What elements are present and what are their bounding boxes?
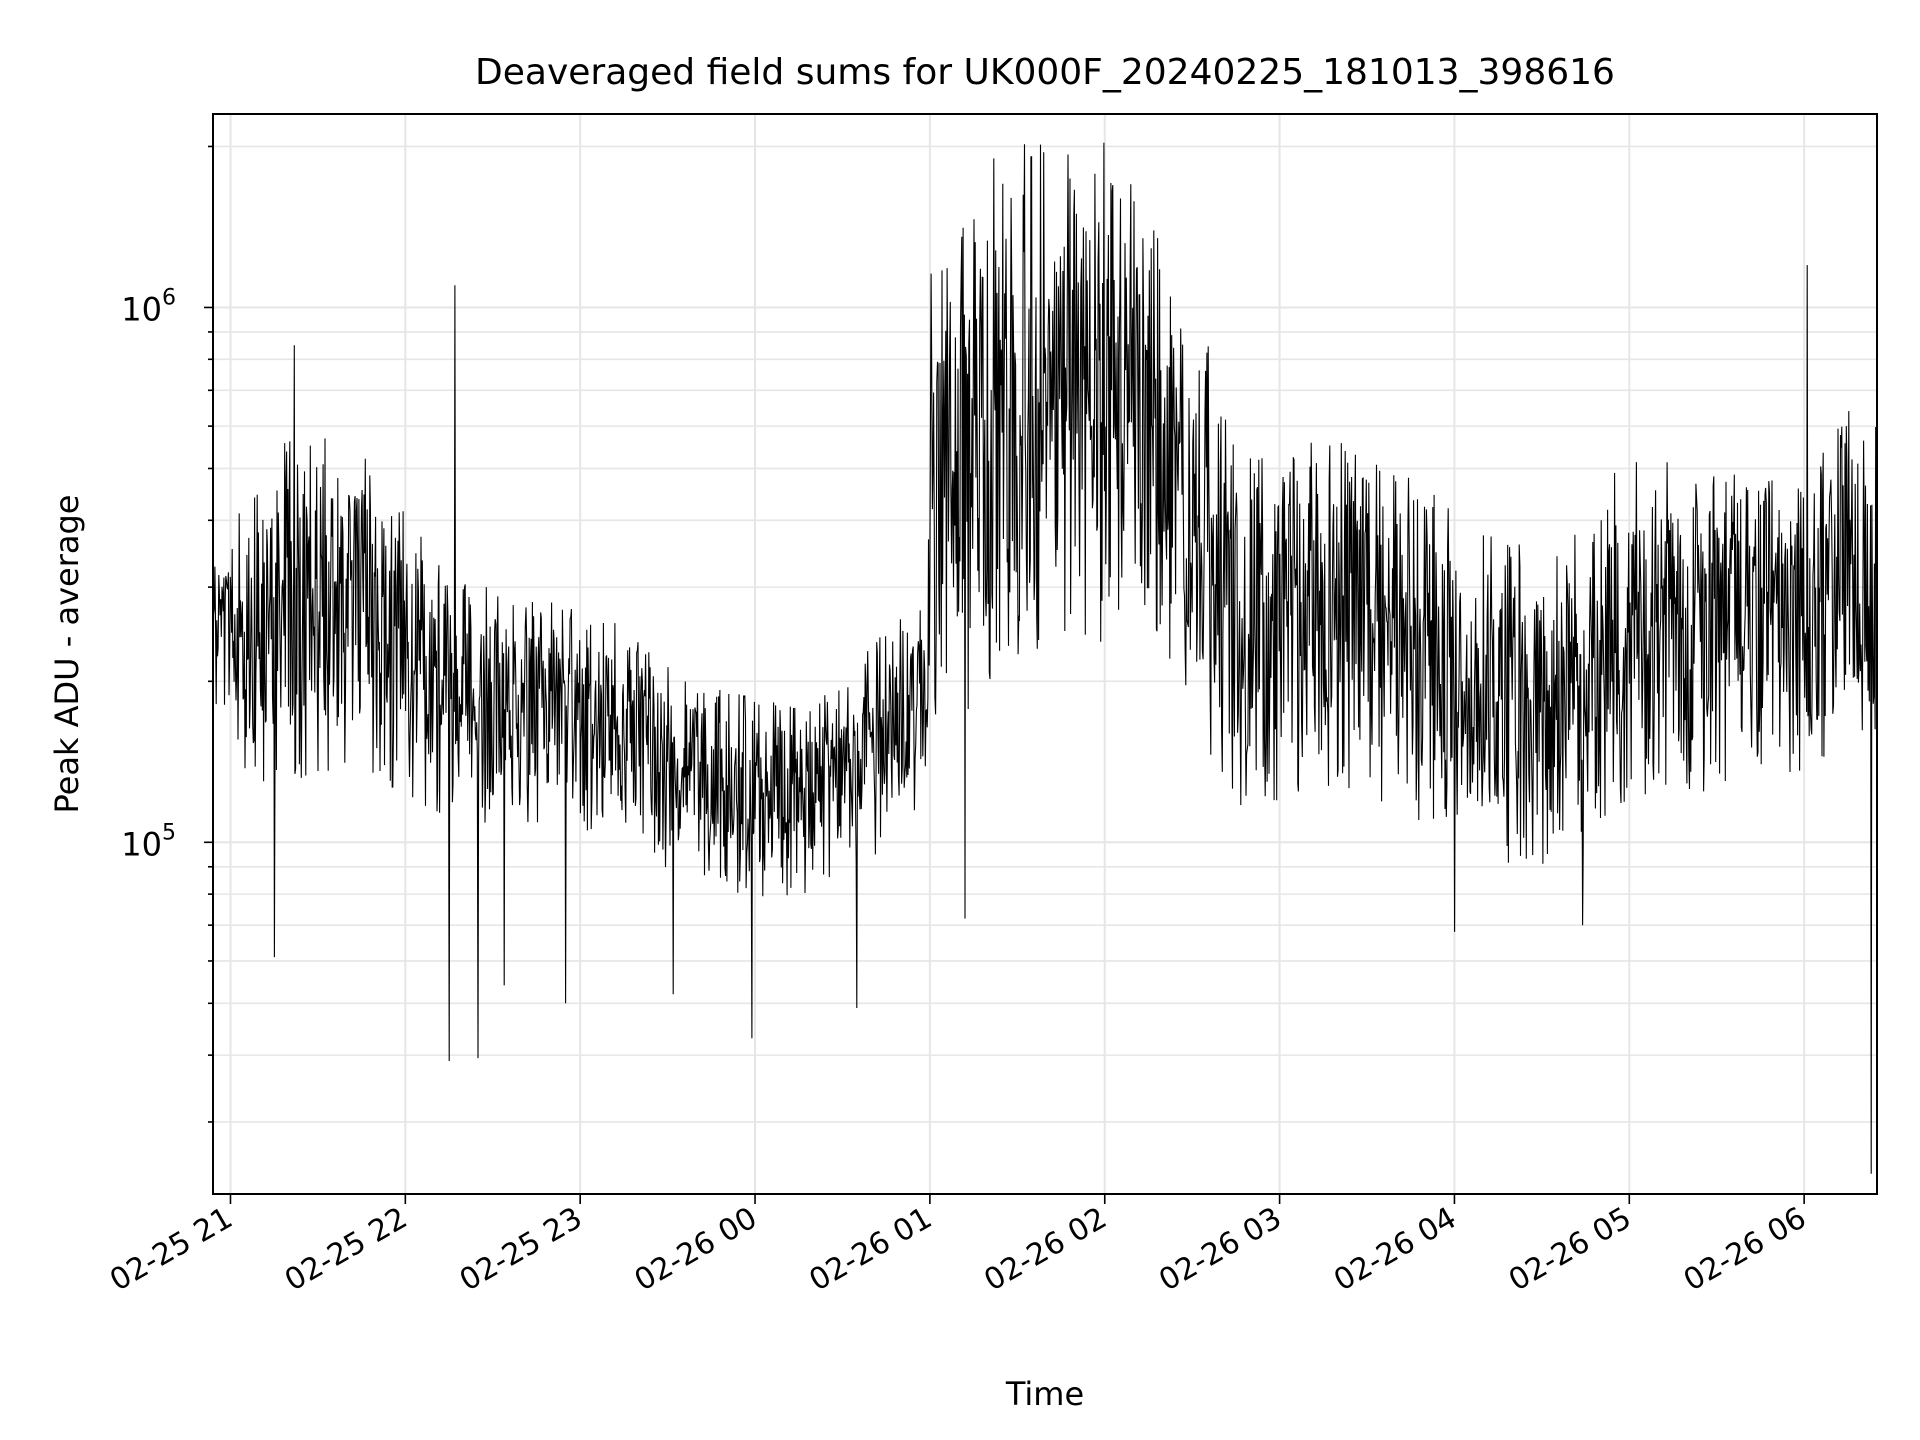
- grid: [213, 114, 1877, 1194]
- x-tick-label: 02-25 21: [104, 1201, 238, 1299]
- x-tick-label: 02-26 01: [804, 1201, 938, 1299]
- x-tick-label: 02-26 03: [1153, 1201, 1287, 1299]
- y-axis-label: Peak ADU - average: [48, 495, 86, 814]
- data-series: [212, 142, 1878, 1174]
- x-tick-label: 02-26 00: [629, 1201, 763, 1299]
- y-tick-label: 105: [121, 820, 176, 863]
- plot-frame: [212, 113, 1878, 1195]
- x-tick-label: 02-26 02: [978, 1201, 1112, 1299]
- x-tick-label: 02-25 23: [454, 1201, 588, 1299]
- x-tick-label: 02-26 05: [1503, 1201, 1637, 1299]
- series-line: [212, 142, 1878, 1174]
- x-tick-label: 02-26 04: [1328, 1201, 1462, 1299]
- x-tick-label: 02-26 06: [1678, 1201, 1812, 1299]
- x-tick-label: 02-25 22: [279, 1201, 413, 1299]
- y-tick-label: 106: [121, 285, 176, 328]
- x-axis: 02-25 21 02-25 22 02-25 23 02-26 00 02-26 01…: [104, 1194, 1812, 1298]
- chart-title: Deaveraged field sums for UK000F_2024022…: [475, 52, 1615, 93]
- y-axis: 105 106: [121, 145, 213, 1123]
- x-axis-label: Time: [1005, 1375, 1084, 1413]
